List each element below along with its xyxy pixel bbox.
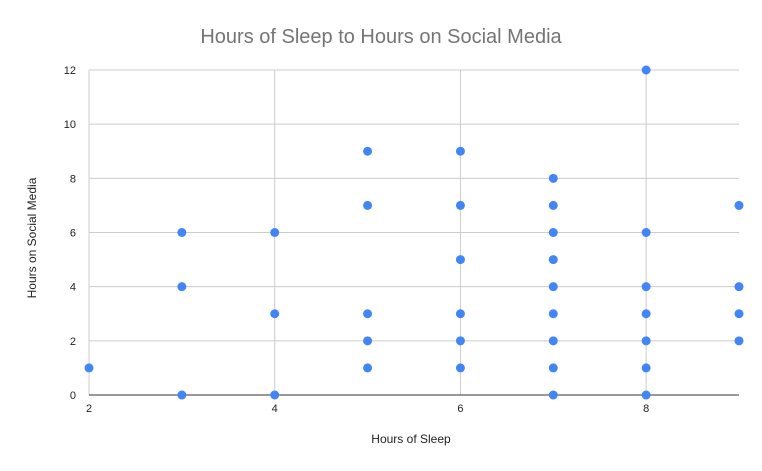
data-point: [455, 255, 465, 265]
data-point: [548, 282, 558, 292]
data-point: [270, 309, 280, 319]
data-point: [177, 228, 187, 237]
y-tick-label-12: 12: [64, 65, 76, 77]
grid-lines: [88, 69, 739, 396]
chart-title: Hours of Sleep to Hours on Social Media: [200, 26, 562, 48]
data-point: [734, 336, 744, 346]
data-points: [84, 65, 744, 400]
data-point: [734, 200, 744, 210]
data-point: [455, 309, 465, 319]
data-point: [363, 200, 373, 210]
data-point: [363, 146, 373, 156]
data-point: [641, 363, 651, 373]
x-tick-label-4: 4: [272, 403, 278, 415]
data-point: [548, 200, 558, 210]
data-point: [548, 363, 558, 373]
y-tick-label-0: 0: [70, 390, 76, 402]
y-tick-label-8: 8: [70, 173, 76, 185]
data-point: [548, 336, 558, 346]
data-point: [548, 255, 558, 265]
data-point: [548, 173, 558, 183]
data-point: [548, 390, 558, 400]
y-axis-label: Hours on Social Media: [25, 177, 39, 298]
data-point: [548, 228, 558, 237]
y-tick-label-10: 10: [64, 119, 76, 131]
x-axis-label: Hours of Sleep: [371, 432, 451, 446]
data-point: [270, 228, 280, 237]
data-point: [84, 363, 94, 373]
data-point: [641, 309, 651, 319]
data-point: [363, 309, 373, 319]
data-point: [734, 309, 744, 319]
data-point: [455, 146, 465, 156]
y-tick-label-6: 6: [70, 228, 76, 240]
data-point: [455, 363, 465, 373]
data-point: [363, 363, 373, 373]
data-point: [641, 228, 651, 237]
data-point: [734, 282, 744, 292]
data-point: [641, 336, 651, 346]
data-point: [641, 390, 651, 400]
y-tick-label-2: 2: [70, 336, 76, 348]
x-tick-label-6: 6: [457, 403, 463, 415]
data-point: [548, 309, 558, 319]
data-point: [455, 336, 465, 346]
data-point: [177, 282, 187, 292]
data-point: [641, 282, 651, 292]
data-point: [270, 390, 280, 400]
data-point: [363, 336, 373, 346]
data-point: [641, 65, 651, 75]
x-tick-label-2: 2: [86, 403, 92, 415]
data-point: [177, 390, 187, 400]
data-point: [455, 200, 465, 210]
y-tick-label-4: 4: [70, 282, 76, 294]
x-tick-label-8: 8: [643, 403, 649, 415]
